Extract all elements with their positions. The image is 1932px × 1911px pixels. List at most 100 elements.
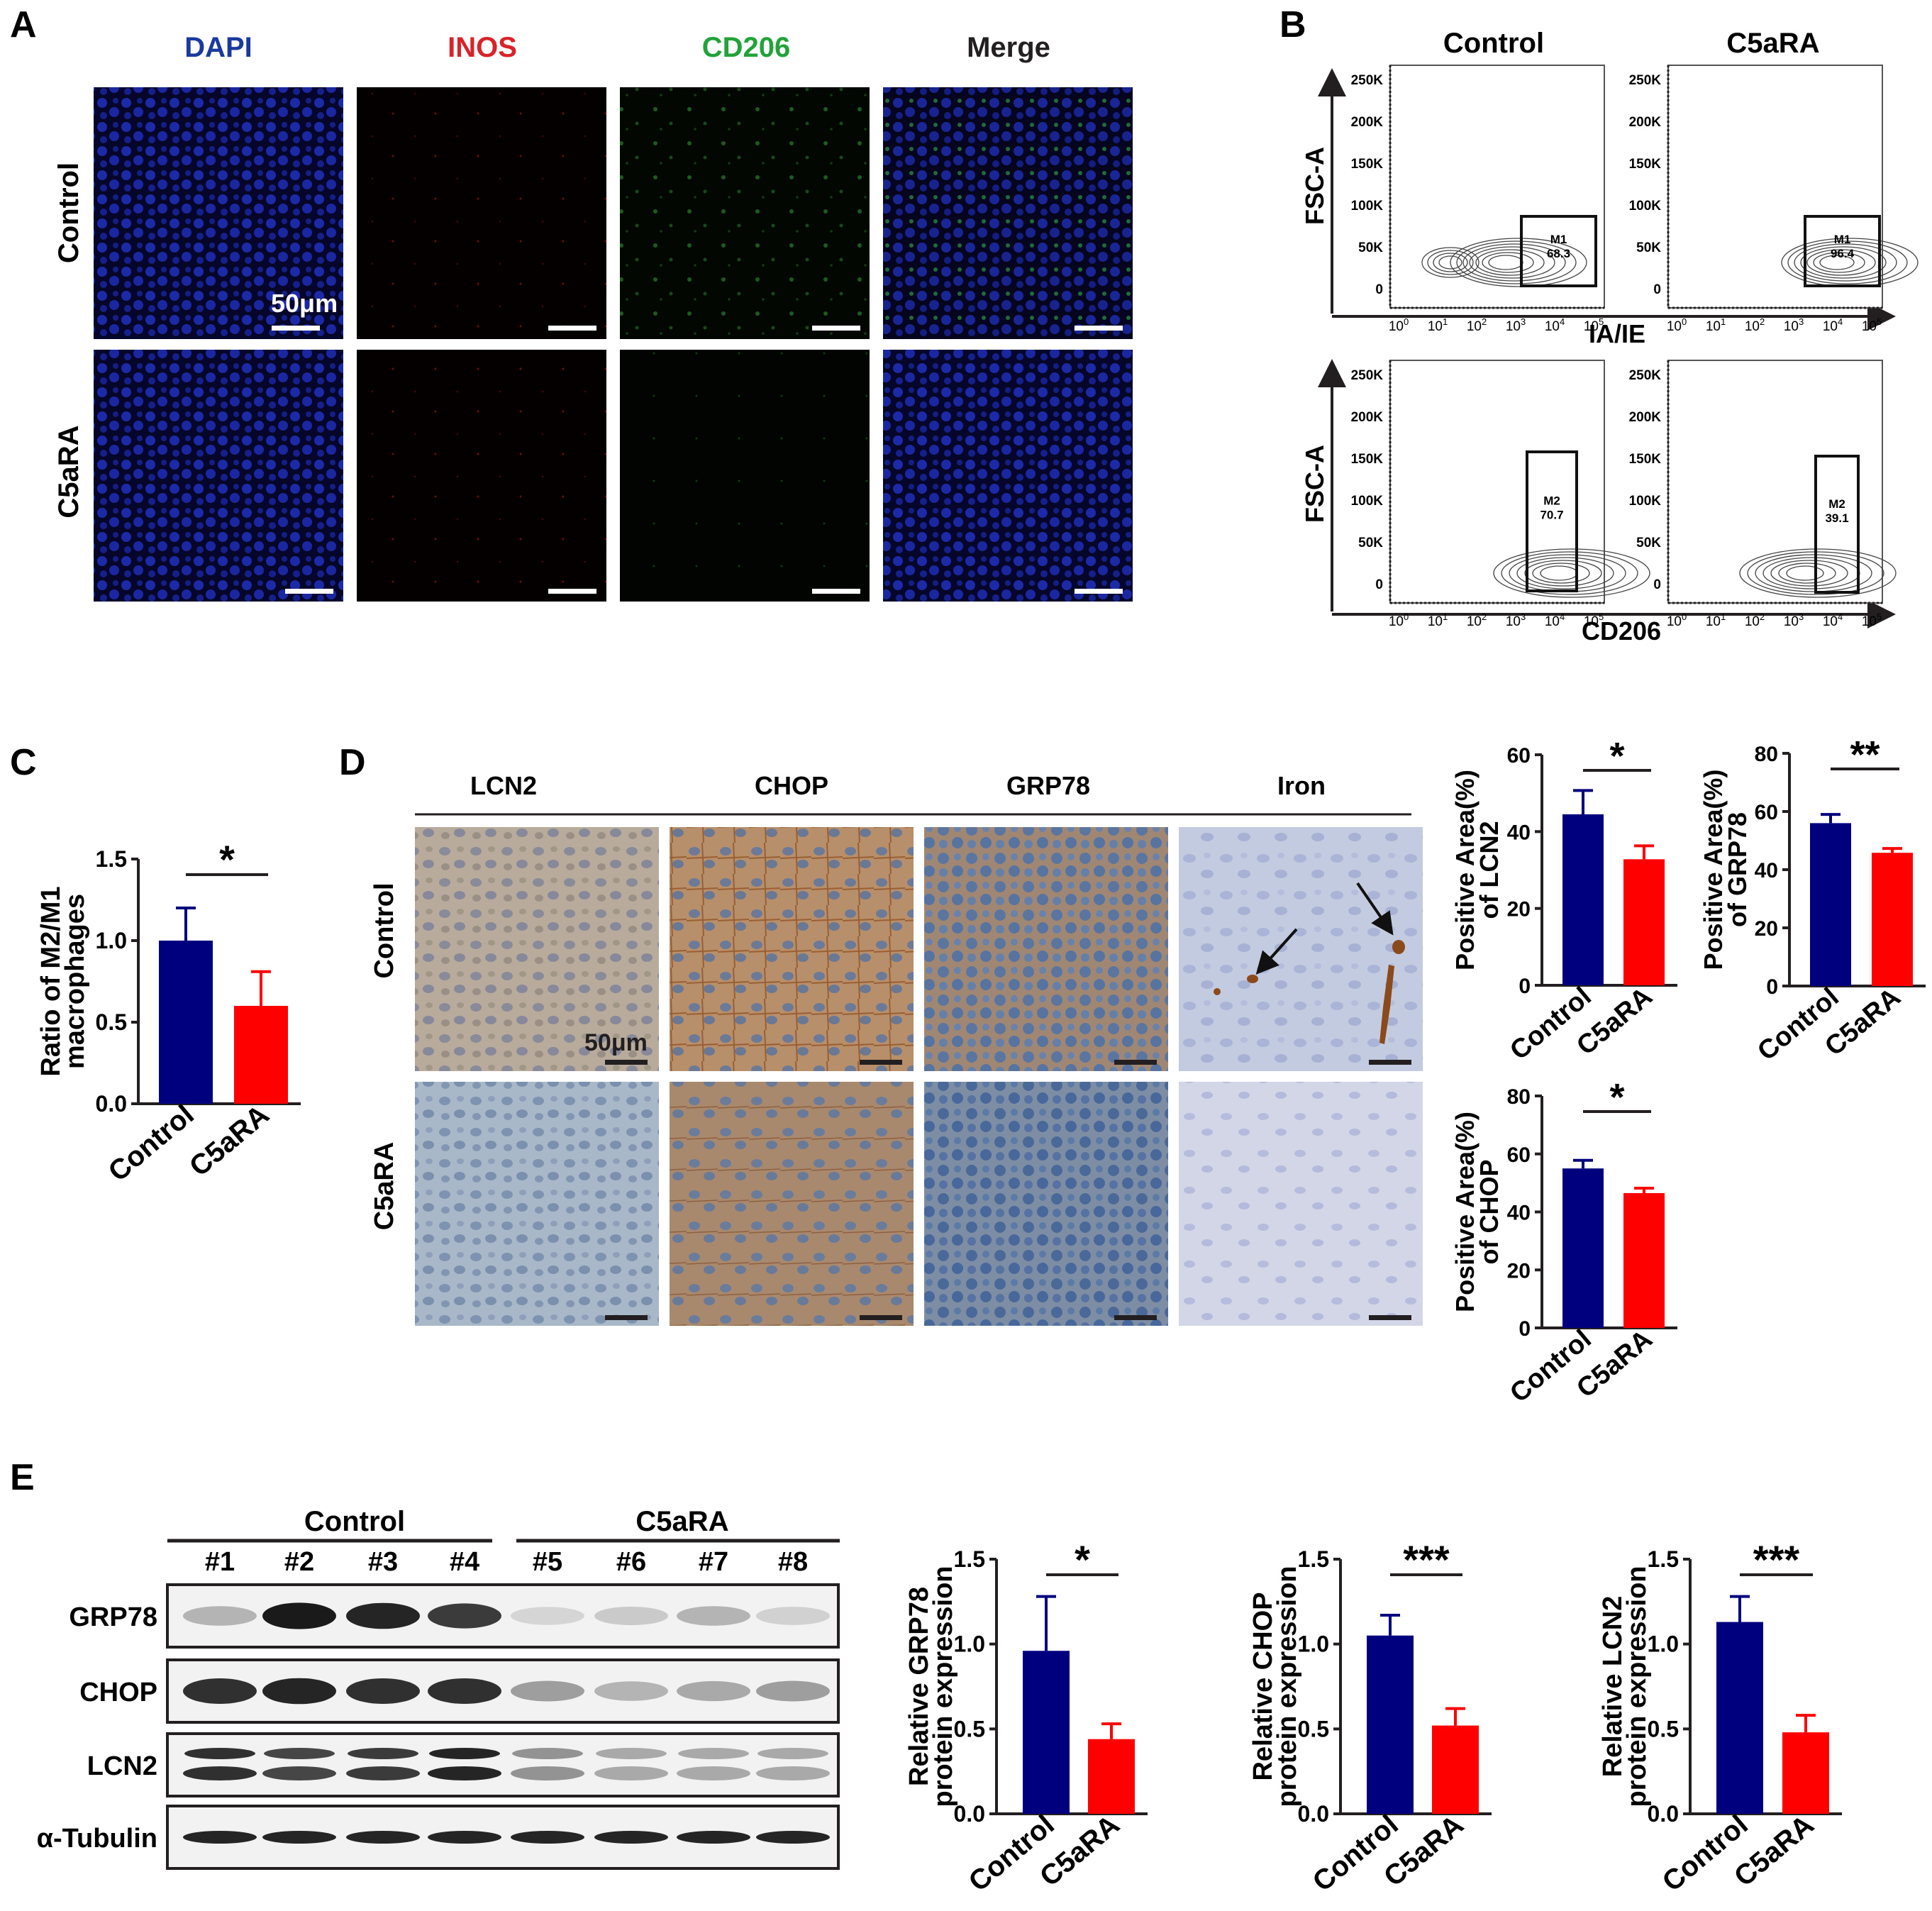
iron-deposit bbox=[1392, 940, 1405, 954]
blot-membrane bbox=[166, 1732, 840, 1798]
panel-d-letter: D bbox=[339, 742, 366, 783]
flow-contour bbox=[1456, 240, 1577, 284]
flow-xtick-label: 104 bbox=[1823, 611, 1843, 629]
chart-ytick-label: 0.0 bbox=[1648, 1801, 1679, 1827]
flow-xtick-label: 101 bbox=[1706, 611, 1726, 629]
flow-ytick-label: 250K bbox=[1351, 73, 1384, 88]
flow-gate bbox=[1520, 215, 1597, 287]
flow-ytick-label: 250K bbox=[1351, 368, 1384, 383]
flow-row1-ylabel: FSC-A bbox=[1300, 147, 1329, 225]
flow-ytick-label: 250K bbox=[1629, 368, 1662, 383]
flow-ytick-label: 50K bbox=[1636, 240, 1661, 255]
chart-ytick-label: 20 bbox=[1507, 898, 1531, 921]
chart-ytick-label: 0.0 bbox=[1298, 1801, 1329, 1827]
scale-bar bbox=[1075, 589, 1123, 594]
flow-contour bbox=[1493, 548, 1650, 598]
chart-ytick-label: 1.5 bbox=[1648, 1546, 1679, 1572]
flow-contour bbox=[1806, 249, 1876, 276]
flow-gate bbox=[1526, 450, 1578, 592]
flow-plot-frame bbox=[1389, 65, 1605, 309]
chart-ytick-label: 20 bbox=[1755, 917, 1778, 941]
blot-protein-label: LCN2 bbox=[87, 1751, 157, 1781]
flow-gate-name: M2 bbox=[1543, 494, 1560, 507]
chart-ytick-label: 0 bbox=[1519, 1317, 1531, 1341]
chart-ytick-label: 0 bbox=[1519, 975, 1531, 998]
panel-a-scale-bars bbox=[272, 326, 1123, 594]
micrograph-merge-control bbox=[883, 87, 1133, 339]
scale-bar bbox=[812, 589, 860, 594]
flow-contour bbox=[1450, 238, 1587, 287]
flow-xtick-label: 103 bbox=[1784, 316, 1804, 334]
flow-xtick-label: 101 bbox=[1706, 316, 1726, 334]
flow-plot-frame bbox=[1667, 65, 1883, 309]
panel-c: A C bbox=[10, 742, 37, 783]
flow-xtick-label: 100 bbox=[1389, 316, 1409, 334]
flow-ytick-label: 0 bbox=[1653, 282, 1661, 297]
flow-xtick-label: 105 bbox=[1584, 316, 1604, 334]
ihc-lcn2-c5ara bbox=[415, 1082, 659, 1326]
chart-bar bbox=[1432, 1725, 1479, 1814]
flow-plot-frame bbox=[1389, 360, 1605, 604]
chart-ytick-label: 1.0 bbox=[1648, 1632, 1679, 1657]
chart-bar bbox=[1562, 814, 1604, 985]
micrograph-cd206-control bbox=[620, 87, 870, 339]
flow-xtick-label: 102 bbox=[1467, 316, 1487, 334]
blot-band bbox=[678, 1748, 749, 1759]
ihc-lcn2-control bbox=[415, 827, 659, 1071]
chart-ylabel: Relative LCN2 bbox=[1598, 1596, 1628, 1778]
flow-contour bbox=[1770, 560, 1848, 587]
flow-contour bbox=[1739, 548, 1897, 598]
panel-e: E Control C5aRA #1 #2 #3 #4 #5 #6 #7 #8 GRP78 CH… bbox=[10, 1457, 840, 1870]
blot-band bbox=[183, 1766, 257, 1780]
flow-ytick-label: 50K bbox=[1358, 536, 1383, 550]
blot-lane-label: #6 bbox=[616, 1547, 646, 1577]
chart-significance-marker: *** bbox=[1753, 1537, 1800, 1582]
panel-d-col-iron: Iron bbox=[1277, 771, 1326, 800]
chart-bar bbox=[1782, 1732, 1829, 1814]
chart-ytick-label: 0.5 bbox=[1648, 1716, 1679, 1741]
flow-ytick-label: 0 bbox=[1375, 577, 1383, 592]
blot-band bbox=[677, 1680, 750, 1702]
blot-band bbox=[346, 1766, 420, 1780]
flow-xtick-label: 104 bbox=[1823, 316, 1843, 334]
blot-band bbox=[183, 1678, 257, 1704]
flow-xtick-label: 102 bbox=[1745, 316, 1765, 334]
blot-band bbox=[511, 1607, 584, 1625]
flow-contour bbox=[1501, 551, 1638, 595]
blot-band bbox=[429, 1748, 500, 1759]
panel-b-letter: B bbox=[1279, 4, 1306, 45]
flow-ytick-label: 100K bbox=[1629, 494, 1662, 509]
chart-ylabel: macrophages bbox=[60, 894, 90, 1069]
flow-plot: 250K 200K 150K 100K 50K 0 100 101 102 103 104 105 M2… bbox=[1629, 360, 1897, 629]
flow-contour bbox=[1786, 565, 1824, 581]
flow-contour bbox=[1469, 246, 1555, 279]
panel-c-letter: C bbox=[10, 742, 37, 783]
chart-ylabel: Ratio of M2/M1 bbox=[36, 886, 66, 1076]
flow-contour bbox=[1433, 253, 1468, 272]
micrograph-cd206-c5ara bbox=[620, 350, 870, 602]
chart-significance-marker: * bbox=[219, 837, 235, 882]
chart-ytick-label: 40 bbox=[1507, 821, 1531, 844]
flow-contour bbox=[1800, 246, 1887, 279]
chart-ytick-label: 80 bbox=[1507, 1085, 1531, 1109]
scale-bar bbox=[812, 326, 860, 331]
blot-band bbox=[677, 1606, 750, 1626]
chart-ytick-label: 60 bbox=[1507, 1143, 1531, 1167]
blot-band bbox=[264, 1748, 335, 1759]
chart-bar bbox=[1810, 823, 1851, 986]
flow-gate-name: M1 bbox=[1834, 233, 1851, 246]
chart-bar bbox=[1367, 1635, 1414, 1814]
panel-e-letter: E bbox=[10, 1457, 35, 1498]
blot-band bbox=[511, 1766, 584, 1780]
chart-ylabel: Relative GRP78 bbox=[904, 1587, 934, 1786]
chart-ytick-label: 0.5 bbox=[1298, 1716, 1329, 1741]
flow-xtick-label: 105 bbox=[1584, 611, 1604, 629]
blot-band bbox=[594, 1766, 668, 1780]
scale-bar bbox=[285, 589, 333, 594]
panel-a-row-c5ara: C5aRA bbox=[53, 425, 84, 518]
chart-significance-marker: * bbox=[1609, 1076, 1624, 1119]
flow-ytick-label: 100K bbox=[1351, 199, 1384, 214]
chart-ytick-label: 1.0 bbox=[1298, 1632, 1329, 1657]
ihc-grp78-control bbox=[924, 827, 1168, 1071]
blot-band bbox=[428, 1678, 501, 1704]
